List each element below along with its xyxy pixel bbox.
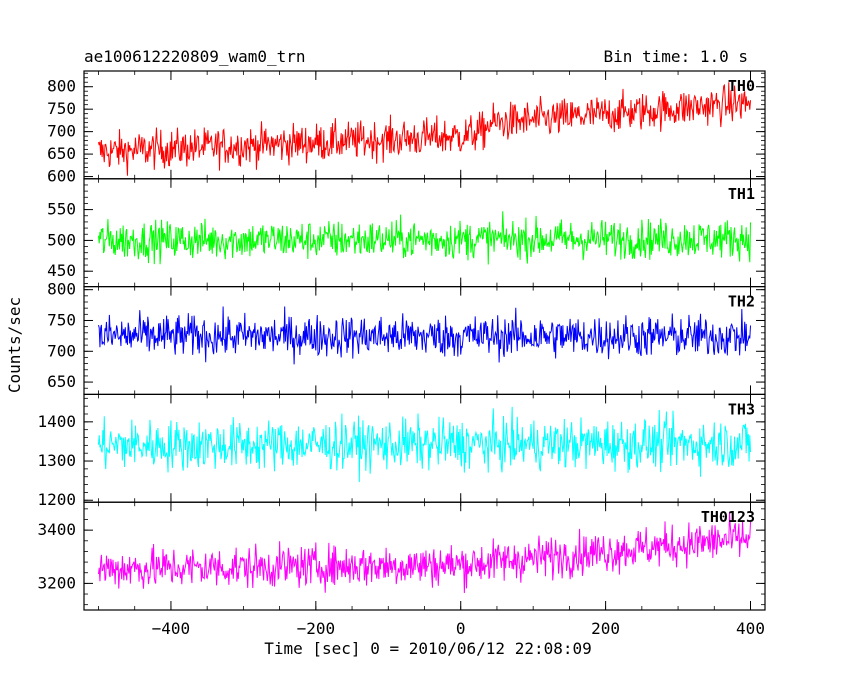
x-tick-label: 200 (591, 619, 620, 638)
panel-label-th0: TH0 (728, 77, 755, 95)
panel-label-th3: TH3 (728, 400, 755, 418)
series-th0123 (97, 511, 752, 593)
y-tick-label: 1300 (37, 451, 76, 470)
y-tick-label: 650 (47, 372, 76, 391)
x-axis: −400 −200 0 200 400 (152, 619, 765, 638)
series-th0 (98, 82, 752, 176)
y-tick-label: 650 (47, 144, 76, 163)
x-tick-label: 0 (456, 619, 466, 638)
panel-label-th0123: TH0123 (701, 508, 755, 526)
bin-time-label: Bin time: 1.0 s (604, 47, 749, 66)
y-tick-label: 1200 (37, 490, 76, 509)
y-axis-label: Counts/sec (5, 297, 24, 393)
x-axis-label: Time [sec] 0 = 2010/06/12 22:08:09 (264, 639, 592, 658)
series-th2 (98, 306, 752, 365)
y-tick-label: 700 (47, 122, 76, 141)
y-tick-label: 450 (47, 261, 76, 280)
y-tick-label: 700 (47, 341, 76, 360)
y-tick-label: 800 (47, 77, 76, 96)
y-tick-label: 550 (47, 200, 76, 219)
y-tick-label: 800 (47, 280, 76, 299)
series-th3 (97, 406, 752, 483)
y-tick-label: 750 (47, 310, 76, 329)
y-tick-label: 750 (47, 99, 76, 118)
series-th1 (97, 211, 752, 265)
panel-label-th1: TH1 (728, 185, 755, 203)
panel-th1: 450 500 550 TH1 (47, 178, 766, 288)
panel-th3: 1200 1300 1400 TH3 (37, 393, 766, 509)
figure-title: ae100612220809_wam0_trn (84, 47, 306, 66)
panel-th0: 600 650 700 750 800 TH0 (47, 70, 766, 186)
panel-th2: 650 700 750 800 TH2 (47, 280, 766, 396)
y-tick-label: 500 (47, 230, 76, 249)
x-tick-label: −200 (297, 619, 336, 638)
x-tick-label: 400 (736, 619, 765, 638)
y-tick-label: 3200 (37, 573, 76, 592)
y-tick-label: 600 (47, 167, 76, 186)
panel-th0123: 3200 3400 TH0123 (37, 501, 766, 611)
panel-label-th2: TH2 (728, 293, 755, 311)
x-tick-label: −400 (152, 619, 191, 638)
panels-group: 600 650 700 750 800 TH0 450 500 550 TH1 650 700 750 8… (37, 70, 766, 611)
panel-frame (83, 501, 766, 611)
y-tick-label: 1400 (37, 412, 76, 431)
y-tick-label: 3400 (37, 520, 76, 539)
